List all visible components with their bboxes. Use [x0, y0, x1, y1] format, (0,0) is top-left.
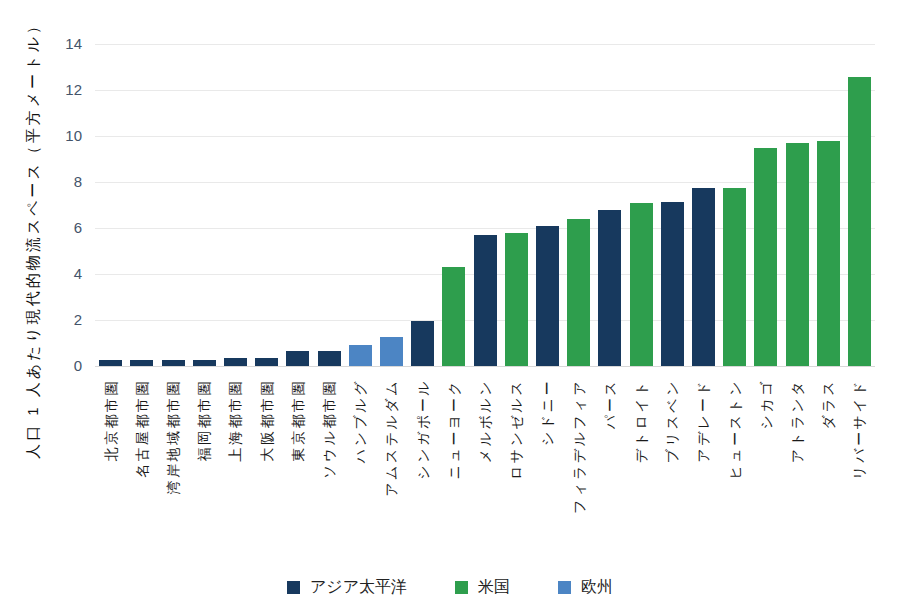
legend-label: アジア太平洋 [310, 577, 407, 598]
x-category-label: ブリスベン [664, 379, 680, 549]
y-tick-label: 8 [44, 171, 82, 193]
x-category-label: ニューヨーク [446, 379, 462, 549]
bar [99, 360, 122, 366]
x-category-label: ダラス [820, 379, 836, 549]
legend-label: 欧州 [581, 577, 613, 598]
x-category-label: 湾岸地域都市圏 [165, 379, 181, 549]
legend-swatch-icon [455, 581, 468, 594]
x-category-label: ハンブルグ [352, 379, 368, 549]
x-category-label: デトロイト [633, 379, 649, 549]
gridline [95, 136, 875, 137]
x-category-label: アムステルダム [383, 379, 399, 549]
x-category-label: シドニー [539, 379, 555, 549]
bar [661, 202, 684, 366]
y-tick-label: 14 [44, 33, 82, 55]
x-category-label: アデレード [695, 379, 711, 549]
gridline [95, 44, 875, 45]
bar [442, 267, 465, 366]
bar [286, 351, 309, 366]
x-axis-line [95, 366, 875, 367]
x-category-label: メルボルン [477, 379, 493, 549]
legend-item-apac: アジア太平洋 [287, 577, 407, 598]
x-category-label: 上海都市圏 [227, 379, 243, 549]
legend-item-europe: 欧州 [558, 577, 613, 598]
bar [411, 321, 434, 366]
y-tick-label: 2 [44, 309, 82, 331]
y-tick-label: 12 [44, 79, 82, 101]
plot-area [95, 44, 875, 366]
bar [505, 233, 528, 366]
gridline [95, 90, 875, 91]
x-category-label: シカゴ [758, 379, 774, 549]
bar [318, 351, 341, 366]
x-category-label: ソウル都市圏 [321, 379, 337, 549]
x-category-label: パース [602, 379, 618, 549]
x-category-label: 東京都市圏 [290, 379, 306, 549]
x-category-label: 大阪都市圏 [259, 379, 275, 549]
bar [193, 360, 216, 366]
y-tick-label: 4 [44, 263, 82, 285]
x-category-label: ヒューストン [727, 379, 743, 549]
x-category-label: リバーサイド [851, 379, 867, 549]
bar [536, 226, 559, 366]
bar [567, 219, 590, 366]
x-category-label: シンガポール [415, 379, 431, 549]
x-category-label: アトランタ [789, 379, 805, 549]
y-tick-label: 0 [44, 355, 82, 377]
x-category-label: フィラデルフィア [571, 379, 587, 549]
logistics-space-bar-chart: 人口 1 人あたり現代的物流スペース（平方メートル） 0 2 4 6 8 10 12 14 北… [0, 0, 900, 607]
bar [723, 188, 746, 366]
bar [786, 143, 809, 366]
y-axis-title: 人口 1 人あたり現代的物流スペース（平方メートル） [24, 8, 43, 468]
bar [224, 358, 247, 366]
bar [380, 337, 403, 366]
bar [255, 358, 278, 366]
x-category-label: ロサンゼルス [508, 379, 524, 549]
bar [754, 148, 777, 367]
bar [474, 235, 497, 366]
legend: アジア太平洋 米国 欧州 [0, 577, 900, 598]
x-category-label: 北京都市圏 [103, 379, 119, 549]
x-category-label: 名古屋都市圏 [134, 379, 150, 549]
bar [349, 345, 372, 366]
bar [130, 360, 153, 366]
y-tick-label: 10 [44, 125, 82, 147]
bar [817, 141, 840, 366]
bar [848, 77, 871, 366]
x-category-label: 福岡都市圏 [196, 379, 212, 549]
y-tick-label: 6 [44, 217, 82, 239]
bar [692, 188, 715, 366]
bar [162, 360, 185, 366]
bar [598, 210, 621, 366]
legend-swatch-icon [287, 581, 300, 594]
legend-item-us: 米国 [455, 577, 510, 598]
bar [630, 203, 653, 366]
legend-label: 米国 [478, 577, 510, 598]
legend-swatch-icon [558, 581, 571, 594]
